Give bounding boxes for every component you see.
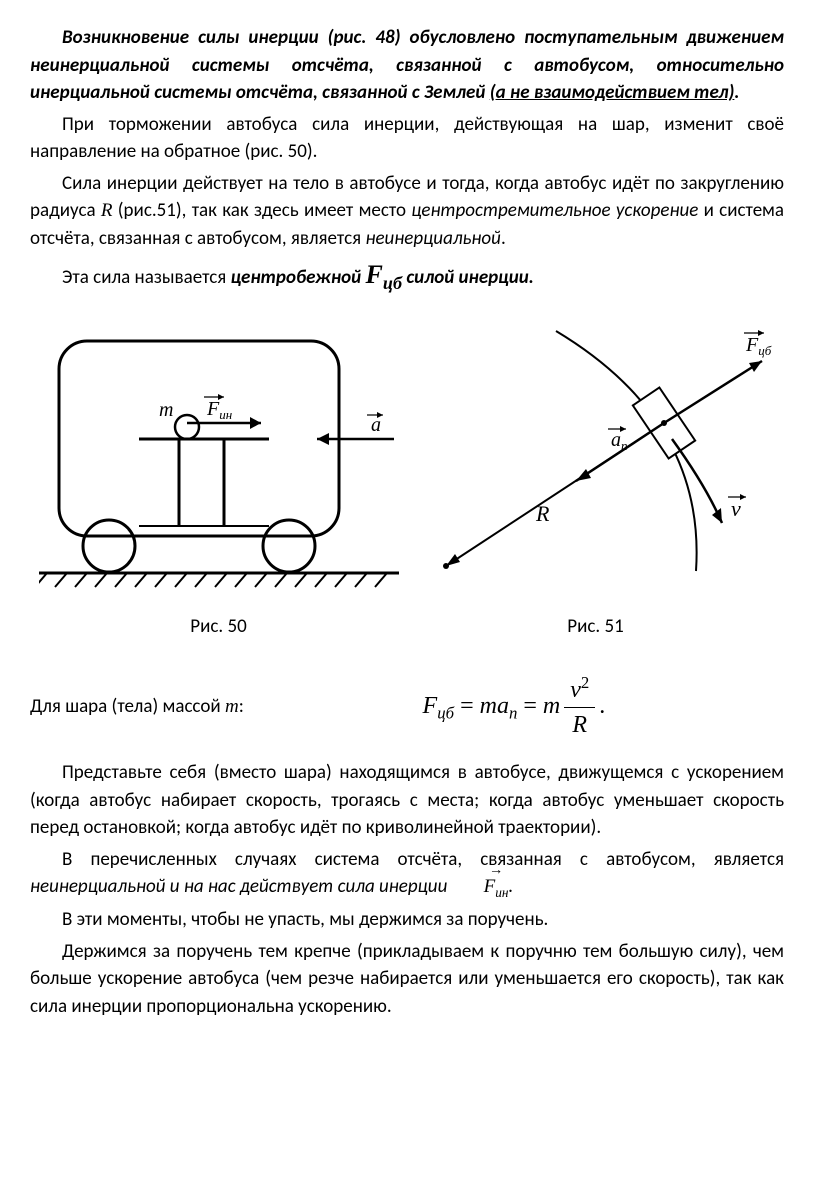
svg-text:Fин: Fин	[206, 398, 232, 422]
para-8: Держимся за поручень тем крепче (приклад…	[30, 938, 784, 1021]
p3-c: центростремительное ускорение	[411, 199, 698, 222]
figure-51: R Fцб an v	[407, 321, 784, 601]
p4-a: Эта сила называется	[62, 266, 231, 289]
svg-text:m: m	[159, 399, 173, 421]
formula-lhs: Для шара (тела) массой m:	[30, 693, 244, 721]
para-7: В эти моменты, чтобы не упасть, мы держи…	[30, 906, 784, 934]
svg-text:v: v	[731, 496, 741, 521]
p6-c: .	[509, 875, 514, 898]
svg-text:a: a	[371, 414, 381, 436]
para-3: Сила инерции действует на тело в автобус…	[30, 170, 784, 253]
para-4: Эта сила называется центробежной Fцб сил…	[30, 256, 784, 297]
formula-equation: Fцб = man = mv2R.	[244, 671, 784, 744]
para-intro: Возникновение силы инерции (рис. 48) обу…	[30, 24, 784, 107]
para-2: При торможении автобуса сила инерции, де…	[30, 111, 784, 166]
p3-R: R	[101, 200, 113, 221]
formula-row: Для шара (тела) массой m: Fцб = man = mv…	[30, 671, 784, 744]
p1-c: .	[734, 81, 739, 104]
p4-b: центробежной	[231, 266, 366, 289]
p1-b: (а не взаимодействием тел)	[490, 81, 735, 104]
captions: Рис. 50 Рис. 51	[30, 613, 784, 641]
svg-text:Fцб: Fцб	[745, 334, 772, 358]
p3-f: .	[501, 227, 506, 250]
p4-F: Fцб	[366, 260, 403, 289]
fig51-svg: R Fцб an v	[416, 321, 776, 601]
p6-F: Fин	[452, 873, 509, 902]
caption-50: Рис. 50	[30, 613, 407, 641]
fig50-svg: m Fин a	[39, 321, 399, 601]
svg-text:an: an	[611, 429, 628, 453]
svg-text:R: R	[535, 501, 550, 526]
figures-row: m Fин a R	[30, 321, 784, 601]
para-6: В перечисленных случаях система отсчёта,…	[30, 846, 784, 903]
p6-a: В перечисленных случаях система отсчёта,…	[62, 848, 784, 871]
para-5: Представьте себя (вместо шара) находящим…	[30, 759, 784, 842]
p4-c: силой инерции.	[402, 266, 534, 289]
p3-b: (рис.51), так как здесь имеет место	[113, 199, 412, 222]
p6-b: неинерциальной и на нас действует сила и…	[30, 875, 452, 898]
figure-50: m Fин a	[30, 321, 407, 601]
caption-51: Рис. 51	[407, 613, 784, 641]
p3-e: неинерциальной	[365, 227, 501, 250]
